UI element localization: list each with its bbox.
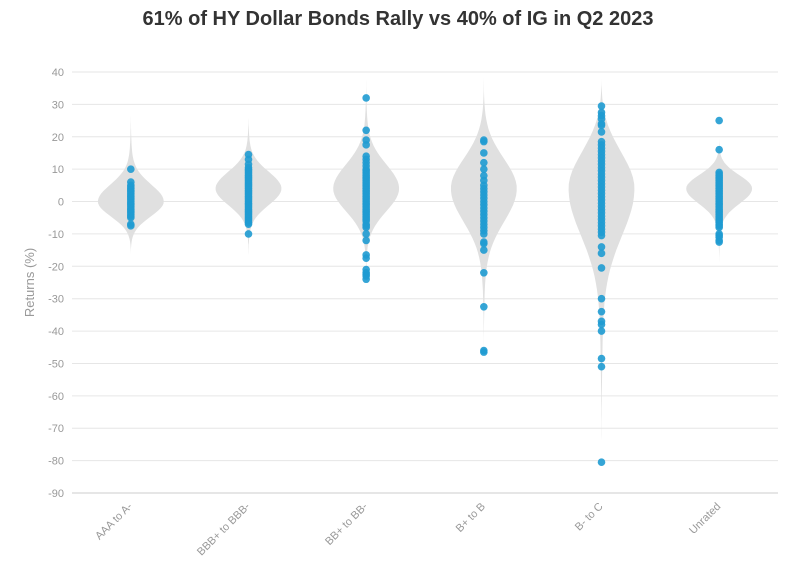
data-point — [362, 126, 370, 135]
data-point — [715, 238, 723, 246]
data-point — [244, 230, 253, 238]
data-point — [597, 362, 606, 371]
y-tick-label: -90 — [48, 488, 64, 500]
x-tick-label: B+ to B — [454, 501, 488, 535]
y-tick-label: 30 — [52, 99, 64, 111]
data-point — [597, 128, 606, 136]
data-point — [597, 264, 606, 272]
x-tick-label: B- to C — [573, 501, 606, 534]
data-point — [597, 327, 606, 335]
data-point — [597, 294, 606, 303]
violin-layer — [97, 72, 753, 468]
chart-title: 61% of HY Dollar Bonds Rally vs 40% of I… — [142, 8, 654, 30]
data-point — [480, 137, 488, 146]
y-tick-label: -20 — [48, 261, 64, 273]
data-point — [127, 165, 135, 173]
data-point — [597, 243, 606, 251]
data-point — [715, 223, 723, 232]
data-point — [480, 239, 488, 248]
data-point — [480, 246, 488, 254]
data-point — [362, 236, 370, 245]
y-tick-label: -30 — [48, 294, 64, 306]
data-point — [597, 121, 606, 130]
y-tick-label: 20 — [52, 132, 64, 144]
y-tick-label: -40 — [48, 326, 64, 338]
y-tick-label: -70 — [48, 423, 64, 435]
y-tick-label: -50 — [48, 358, 64, 370]
y-tick-label: -80 — [48, 456, 64, 468]
data-point — [362, 275, 370, 284]
y-tick-label: 10 — [52, 164, 64, 176]
data-point — [480, 302, 488, 311]
x-tick-label: AAA to A- — [93, 500, 135, 542]
data-point — [127, 222, 135, 230]
data-point — [362, 254, 370, 263]
x-tick-label: BB+ to BB- — [323, 500, 370, 547]
data-point — [597, 102, 606, 110]
data-point — [715, 145, 723, 154]
data-point — [362, 94, 370, 102]
data-point — [362, 223, 370, 232]
data-point — [362, 141, 370, 149]
y-tick-label: 0 — [58, 197, 64, 209]
data-point — [480, 158, 488, 167]
outlier-point — [597, 458, 606, 467]
data-point — [597, 231, 606, 240]
x-tick-label: Unrated — [687, 501, 723, 537]
data-point — [480, 268, 488, 277]
axis-layer: 40 30 20 10 0 -10 -20 -30 -40 -50 -60 -70 -80 -90 AAA … — [48, 67, 778, 558]
y-tick-label: -60 — [48, 391, 64, 403]
data-point — [244, 220, 253, 229]
data-point — [715, 116, 723, 125]
data-point — [362, 230, 370, 238]
data-point — [480, 149, 488, 157]
y-tick-label: 40 — [52, 67, 64, 79]
grid-layer — [72, 71, 778, 494]
y-tick-label: -10 — [48, 229, 64, 241]
data-point — [597, 249, 606, 258]
data-point — [480, 348, 488, 356]
data-point — [127, 213, 135, 222]
data-point — [480, 230, 488, 238]
data-point — [480, 165, 488, 173]
x-tick-label: BBB+ to BBB- — [195, 500, 253, 558]
y-axis-label: Returns (%) — [22, 248, 37, 317]
data-point — [597, 307, 606, 316]
point-layer — [127, 94, 723, 467]
data-point — [597, 354, 606, 363]
data-point — [597, 320, 606, 329]
